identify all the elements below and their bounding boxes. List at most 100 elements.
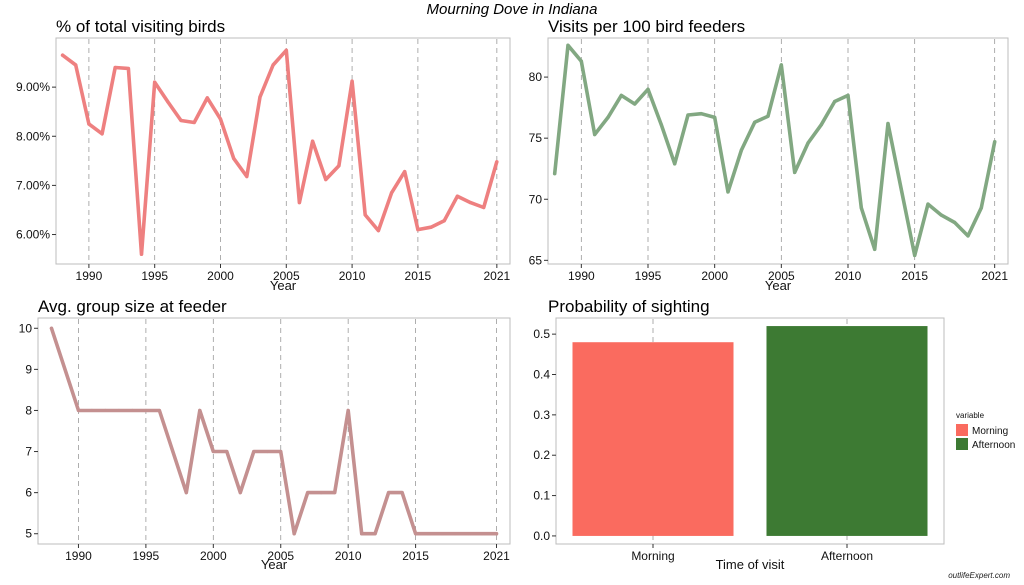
data-point <box>753 120 757 124</box>
data-point <box>198 408 202 413</box>
y-tick-label: 0.0 <box>533 529 550 543</box>
y-tick-label: 80 <box>529 70 543 84</box>
plot-border <box>555 317 945 545</box>
panel-title: Visits per 100 bird feeders <box>548 17 745 36</box>
data-point <box>819 123 823 127</box>
data-point <box>76 408 81 413</box>
data-point <box>337 164 341 168</box>
data-point <box>793 170 797 174</box>
x-tick-label: 2005 <box>267 549 294 563</box>
data-point <box>846 93 850 98</box>
data-point <box>494 532 499 536</box>
data-point <box>606 115 610 120</box>
data-point <box>467 532 472 536</box>
data-point <box>966 234 970 238</box>
data-point <box>400 491 404 495</box>
data-point <box>211 449 215 454</box>
data-point <box>218 117 223 121</box>
data-point <box>258 95 262 99</box>
x-tick-label: 2010 <box>335 549 362 563</box>
y-tick-label: 9 <box>25 362 32 376</box>
x-tick-label: 1995 <box>141 269 168 283</box>
data-point <box>766 114 770 118</box>
series-line <box>552 43 997 258</box>
data-point <box>376 228 381 233</box>
x-tick-label: 1990 <box>568 269 595 283</box>
data-point <box>659 123 663 127</box>
x-tick-label: 2005 <box>768 269 795 283</box>
data-point <box>873 247 877 251</box>
data-point <box>427 532 431 536</box>
data-point <box>324 177 328 182</box>
y-tick-label: 65 <box>529 253 543 267</box>
data-point <box>333 491 337 495</box>
y-tick-label: 9.00% <box>16 80 50 94</box>
y-tick-label: 0.3 <box>533 408 550 422</box>
data-point <box>566 43 570 47</box>
data-point <box>403 170 407 174</box>
x-tick-label: Morning <box>631 549 674 563</box>
data-point <box>113 65 117 70</box>
data-point <box>454 532 458 536</box>
chart-panel-2: Visits per 100 bird feeders 65 70 75 80 1990 1… <box>529 17 1009 293</box>
data-point <box>833 99 837 104</box>
data-point <box>49 326 54 330</box>
y-tick-label: 0.5 <box>533 327 550 341</box>
data-point <box>429 225 433 229</box>
data-point <box>100 132 104 136</box>
x-axis-label: Time of visit <box>716 557 785 572</box>
x-tick-label: 1990 <box>65 549 92 563</box>
chart-panel-4: Probability of sighting 0.0 0.1 0.2 0.3 0.4 0.… <box>533 297 1015 572</box>
data-point <box>993 140 997 144</box>
data-point <box>279 449 283 454</box>
y-tick-label: 0.2 <box>533 448 550 462</box>
data-point <box>979 206 983 210</box>
data-point <box>646 87 650 91</box>
data-point <box>225 449 229 454</box>
x-tick-label: 2015 <box>901 269 928 283</box>
data-point <box>913 253 917 258</box>
data-point <box>440 532 445 536</box>
data-point <box>117 408 121 413</box>
data-point <box>363 213 367 217</box>
data-point <box>779 63 783 67</box>
data-point <box>265 449 269 454</box>
data-point <box>481 532 485 536</box>
data-point <box>306 491 310 495</box>
data-point <box>414 532 418 536</box>
x-axis-label: Year <box>270 278 297 293</box>
y-tick-label: 5 <box>25 527 32 541</box>
plot-border <box>37 317 511 545</box>
figure-title: Mourning Dove in Indiana <box>426 1 598 18</box>
data-point <box>166 100 170 104</box>
data-point <box>271 63 275 67</box>
data-point <box>192 120 196 125</box>
data-point <box>482 205 486 210</box>
y-tick-label: 7 <box>25 445 32 459</box>
x-tick-label: 2000 <box>200 549 227 563</box>
data-point <box>686 113 690 117</box>
legend-swatch <box>956 438 968 450</box>
x-tick-label: 2010 <box>835 269 862 283</box>
data-point <box>74 63 78 67</box>
data-point <box>387 491 391 495</box>
data-point <box>926 202 930 206</box>
x-tick-label: 2021 <box>483 269 510 283</box>
data-point <box>726 190 730 194</box>
y-tick-label: 70 <box>529 192 543 206</box>
data-point <box>179 118 183 123</box>
legend: variable Morning Afternoon <box>956 411 1015 451</box>
data-point <box>103 408 108 413</box>
x-tick-label: 1995 <box>635 269 662 283</box>
data-point <box>350 79 354 83</box>
data-point <box>373 532 377 536</box>
data-point <box>205 96 209 100</box>
y-tick-label: 0.4 <box>533 368 550 382</box>
y-tick-label: 8 <box>25 403 32 417</box>
data-point <box>311 139 315 143</box>
legend-label: Afternoon <box>972 440 1015 451</box>
x-tick-label: 1995 <box>133 549 160 563</box>
data-point <box>859 206 863 210</box>
legend-label: Morning <box>972 426 1008 437</box>
data-point <box>238 491 242 495</box>
